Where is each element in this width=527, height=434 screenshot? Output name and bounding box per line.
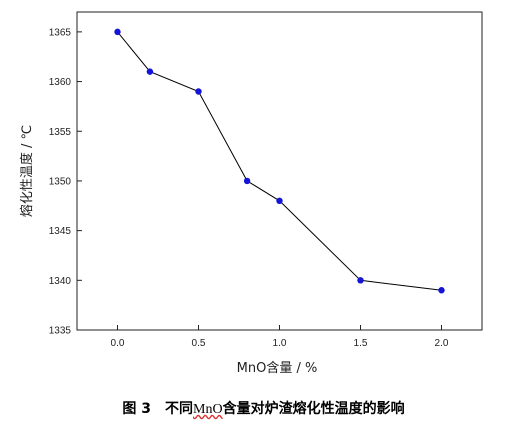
figure-caption: 图 3 不同MnO含量对炉渣熔化性温度的影响 — [0, 398, 527, 418]
y-tick-label: 1350 — [49, 176, 72, 187]
x-ticks: 0.0 0.5 1.0 1.5 2.0 — [111, 325, 449, 349]
y-ticks: 1335 1340 1345 1350 1355 1360 1365 — [49, 27, 82, 337]
data-point — [438, 287, 445, 294]
y-tick-label: 1360 — [49, 77, 72, 88]
caption-highlight: MnO — [193, 402, 223, 417]
data-point — [243, 177, 251, 185]
series-layer — [114, 28, 445, 294]
caption-prefix: 不同 — [165, 401, 194, 417]
caption-suffix: 含量对炉渣熔化性温度的影响 — [222, 401, 405, 417]
y-tick-label: 1340 — [49, 276, 72, 287]
caption-figure-number: 图 3 — [122, 401, 152, 417]
y-tick-label: 1335 — [49, 326, 72, 337]
x-axis-title: MnO含量 / % — [237, 360, 318, 376]
x-tick-label: 2.0 — [435, 338, 449, 349]
chart-svg: 1335 1340 1345 1350 1355 1360 1365 0.0 0.5 1.0 1.… — [19, 11, 483, 376]
series-line — [117, 31, 442, 291]
x-tick-label: 1.5 — [354, 338, 368, 349]
plot-frame — [76, 11, 483, 331]
data-point — [114, 28, 121, 36]
y-tick-label: 1355 — [49, 127, 72, 138]
data-point — [276, 197, 283, 205]
x-tick-label: 0.0 — [111, 338, 125, 349]
data-point — [195, 88, 202, 95]
chart-figure: 1335 1340 1345 1350 1355 1360 1365 0.0 0.5 1.0 1.… — [19, 11, 483, 376]
y-tick-label: 1345 — [49, 226, 72, 237]
data-point — [146, 68, 154, 75]
y-tick-label: 1365 — [49, 27, 72, 38]
x-tick-label: 1.0 — [273, 338, 287, 349]
y-axis-title: 熔化性温度 / ℃ — [19, 125, 35, 217]
data-point — [357, 277, 364, 284]
x-tick-label: 0.5 — [192, 338, 206, 349]
